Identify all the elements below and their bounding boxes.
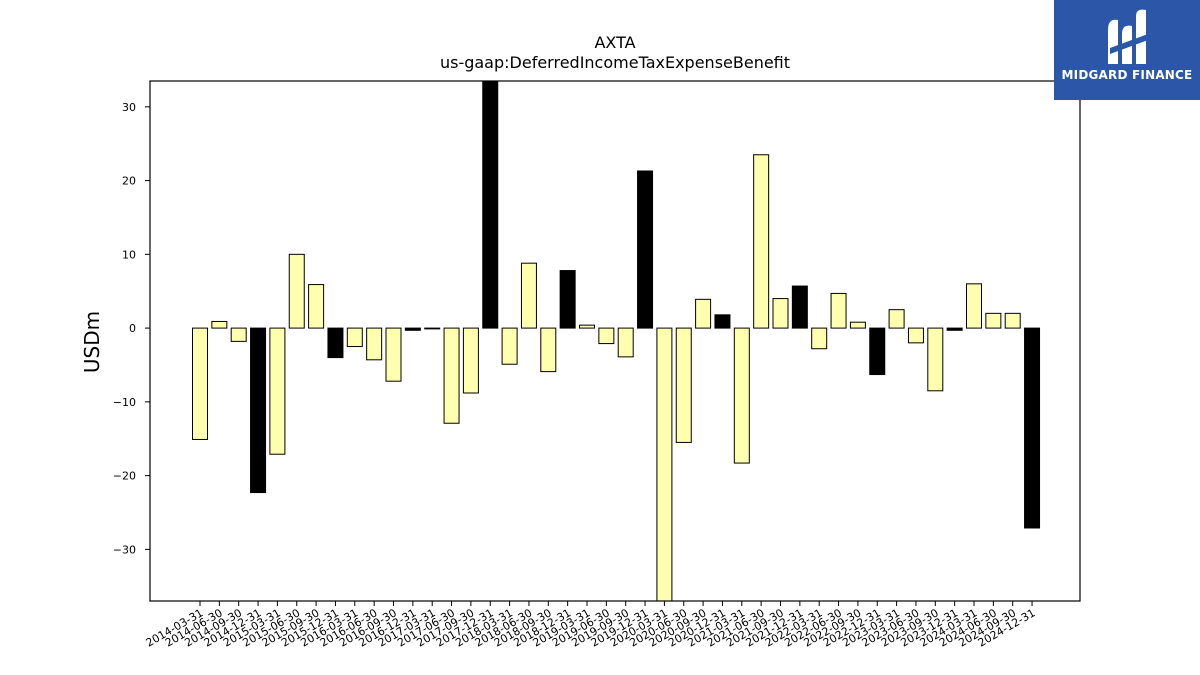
x-ticks-group: 2014-03-312014-06-302014-09-302014-12-31…	[144, 601, 1038, 650]
bar-2018-12-31	[559, 270, 576, 329]
bar-2022-09-30	[849, 321, 866, 329]
bar-2014-03-31	[192, 327, 208, 440]
bar-2023-09-30	[927, 327, 944, 392]
y-tick-label: 30	[122, 101, 136, 114]
bar-2016-06-30	[366, 327, 383, 361]
bar-2014-09-30	[230, 327, 247, 342]
bar-2018-06-30	[520, 262, 537, 329]
bar-2019-09-30	[617, 327, 634, 358]
bars-group	[192, 80, 1041, 602]
bar-2022-03-31	[811, 327, 828, 350]
bar-2021-09-30	[772, 298, 789, 329]
bar-2016-03-31	[346, 327, 363, 348]
bar-2014-12-31	[250, 327, 267, 494]
bar-2020-09-30	[695, 298, 712, 329]
bar-2016-12-31	[404, 327, 421, 331]
bar-2017-06-30	[443, 327, 460, 424]
y-tick-label: −30	[113, 543, 136, 556]
bar-2018-03-31	[501, 327, 518, 365]
bar-2017-03-31	[424, 327, 441, 330]
bar-2015-03-31	[269, 327, 286, 455]
midgard-logo-icon	[1108, 9, 1148, 65]
bar-2024-12-31	[1024, 327, 1041, 529]
bar-2014-06-30	[211, 320, 228, 329]
bar-2019-06-30	[598, 327, 615, 345]
y-tick-label: −20	[113, 470, 136, 483]
bar-2021-03-31	[733, 327, 750, 464]
bar-2015-06-30	[288, 253, 305, 329]
midgard-finance-logo: MIDGARD FINANCE	[1054, 0, 1200, 100]
bar-2022-06-30	[830, 292, 847, 329]
bar-2019-12-31	[637, 170, 654, 329]
y-tick-label: 20	[122, 175, 136, 188]
bar-2016-09-30	[385, 327, 402, 382]
bar-2024-03-31	[966, 283, 982, 329]
bar-2023-03-31	[888, 309, 905, 329]
bar-2015-09-30	[308, 284, 325, 329]
y-axis-label: USDm	[80, 311, 104, 373]
logo-text: MIDGARD FINANCE	[1061, 68, 1193, 82]
bar-2022-12-31	[869, 327, 886, 376]
plot-frame	[149, 80, 1081, 602]
bar-2017-12-31	[482, 80, 499, 329]
bar-2023-12-31	[946, 327, 963, 331]
bar-2020-12-31	[714, 314, 731, 329]
bar-2023-06-30	[907, 327, 924, 344]
bar-2021-06-30	[753, 154, 770, 329]
bar-2020-06-30	[675, 327, 692, 443]
bar-2019-03-31	[579, 324, 595, 329]
bar-2021-12-31	[791, 285, 808, 329]
bar-2018-09-30	[540, 327, 557, 373]
chart-title: AXTA	[594, 33, 635, 52]
y-tick-label: 0	[129, 322, 136, 335]
bar-2024-06-30	[985, 312, 1002, 329]
y-ticks-group: 30 20 10 0 −10 −20 −30	[113, 101, 150, 556]
bar-2015-12-31	[327, 327, 344, 359]
y-tick-label: 10	[122, 248, 136, 261]
bar-2020-03-31	[656, 327, 673, 602]
y-tick-label: −10	[113, 396, 136, 409]
bar-2024-09-30	[1004, 312, 1021, 329]
bar-2017-09-30	[462, 327, 479, 394]
chart-subtitle: us-gaap:DeferredIncomeTaxExpenseBenefit	[440, 53, 790, 72]
